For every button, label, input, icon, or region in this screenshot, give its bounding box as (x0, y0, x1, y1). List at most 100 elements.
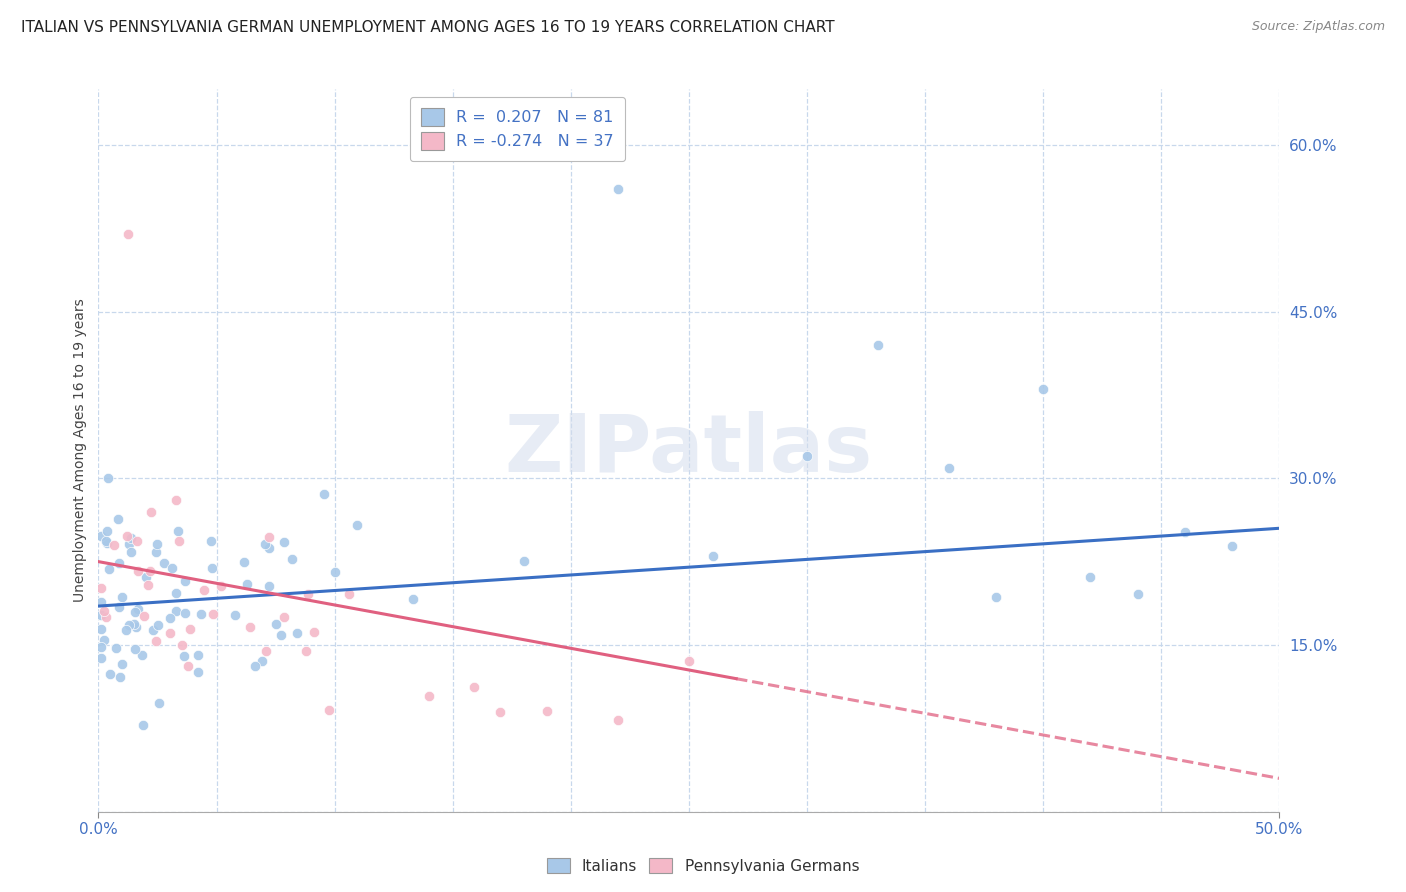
Point (165, 604, 187, 618)
Point (153, 556, 176, 570)
Point (145, 545, 167, 559)
Point (96, 610, 118, 624)
Text: Source: ZipAtlas.com: Source: ZipAtlas.com (1251, 20, 1385, 33)
Legend: Italians, Pennsylvania Germans: Italians, Pennsylvania Germans (541, 852, 865, 880)
Point (1174, 524, 1197, 539)
Point (118, 537, 141, 551)
Point (120, 544, 142, 558)
Point (257, 530, 280, 544)
Point (90, 529, 112, 543)
Point (165, 586, 187, 600)
Point (111, 657, 134, 672)
Point (93, 633, 115, 648)
Point (162, 561, 184, 575)
Point (346, 518, 368, 533)
Point (1126, 586, 1149, 600)
Point (159, 625, 181, 640)
Point (257, 579, 280, 593)
Point (167, 524, 190, 538)
Point (607, 182, 630, 196)
Point (103, 538, 125, 552)
Point (325, 565, 347, 579)
Point (142, 623, 165, 637)
Point (90, 595, 112, 609)
Point (187, 665, 209, 679)
Point (235, 577, 257, 591)
Point (984, 591, 1007, 605)
Point (173, 606, 195, 620)
Point (273, 534, 295, 549)
Point (90, 582, 112, 596)
Point (127, 564, 149, 578)
Point (285, 626, 308, 640)
Point (273, 610, 295, 624)
Point (94, 534, 117, 549)
Point (132, 718, 155, 732)
Point (337, 587, 360, 601)
Point (136, 578, 159, 592)
Point (98, 667, 121, 681)
Point (131, 648, 153, 662)
Point (297, 587, 319, 601)
Point (90, 651, 112, 665)
Point (193, 582, 215, 597)
Point (141, 505, 163, 519)
Point (243, 659, 266, 673)
Point (90, 622, 112, 636)
Point (312, 486, 335, 500)
Point (1080, 570, 1102, 584)
Point (678, 654, 700, 668)
Point (117, 618, 139, 632)
Point (866, 338, 889, 352)
Point (90, 607, 112, 622)
Point (124, 641, 146, 656)
Point (110, 670, 132, 684)
Point (117, 227, 139, 241)
Point (281, 551, 304, 566)
Point (200, 533, 222, 548)
Point (302, 624, 325, 639)
Point (105, 641, 128, 656)
Point (202, 607, 225, 621)
Point (146, 618, 169, 632)
Point (170, 638, 193, 652)
Point (702, 549, 724, 564)
Point (148, 696, 170, 710)
Point (127, 602, 149, 616)
Point (159, 610, 181, 624)
Point (139, 564, 162, 578)
Point (270, 628, 292, 642)
Point (209, 579, 232, 593)
Point (254, 537, 277, 551)
Legend: R =  0.207   N = 81, R = -0.274   N = 37: R = 0.207 N = 81, R = -0.274 N = 37 (411, 97, 626, 161)
Point (173, 574, 195, 589)
Point (146, 537, 169, 551)
Text: ZIPatlas: ZIPatlas (505, 411, 873, 490)
Point (264, 617, 287, 632)
Point (90, 640, 112, 654)
Point (463, 680, 485, 694)
Point (97, 471, 120, 485)
Point (115, 529, 138, 543)
Point (107, 512, 129, 526)
Point (402, 591, 425, 606)
Point (254, 644, 277, 658)
Point (259, 541, 281, 555)
Point (124, 605, 146, 619)
Point (173, 649, 195, 664)
Point (233, 555, 256, 569)
Point (96, 535, 118, 549)
Point (145, 634, 167, 648)
Point (97, 562, 120, 576)
Point (135, 569, 157, 583)
Point (295, 644, 318, 658)
Point (190, 607, 212, 621)
Point (607, 713, 630, 727)
Point (107, 557, 129, 571)
Point (134, 608, 156, 623)
Point (418, 689, 440, 703)
Point (318, 703, 340, 717)
Point (1032, 382, 1054, 396)
Point (512, 554, 534, 568)
Point (1220, 539, 1243, 553)
